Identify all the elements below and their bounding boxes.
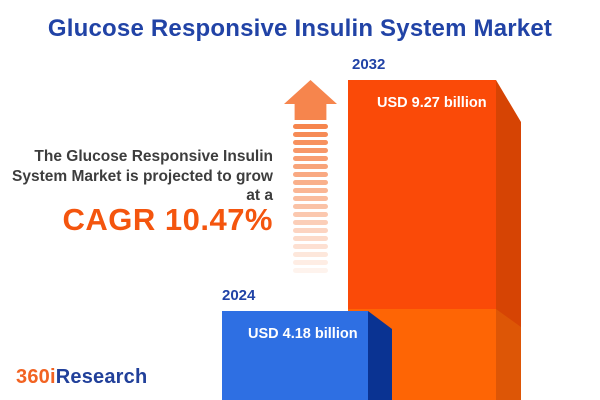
growth-arrow-icon bbox=[284, 80, 337, 276]
arrow-stripe bbox=[293, 260, 328, 265]
arrow-stripe bbox=[293, 212, 328, 217]
arrow-stripe bbox=[293, 244, 328, 249]
market-description: The Glucose Responsive Insulin System Ma… bbox=[0, 147, 273, 206]
arrow-stripe bbox=[293, 236, 328, 241]
arrow-stripe bbox=[293, 124, 328, 129]
arrow-stripe bbox=[293, 148, 328, 153]
description-line-1: The Glucose Responsive Insulin bbox=[34, 148, 273, 165]
cagr-value: CAGR 10.47% bbox=[62, 202, 273, 237]
arrow-stripe bbox=[293, 228, 328, 233]
bar-2024-year-label: 2024 bbox=[222, 287, 256, 304]
arrow-stripe bbox=[293, 132, 328, 137]
arrow-stripe bbox=[293, 188, 328, 193]
arrow-head-icon bbox=[284, 80, 337, 120]
bar-2024-front bbox=[222, 311, 368, 400]
logo-suffix: Research bbox=[55, 366, 148, 388]
bar-2032-side-face bbox=[496, 80, 521, 400]
description-line-2: System Market is projected to grow bbox=[12, 167, 273, 185]
bar-2032-year-label: 2032 bbox=[352, 56, 386, 73]
bar-2032-front-top bbox=[348, 80, 496, 309]
arrow-stripe bbox=[293, 220, 328, 225]
logo-prefix: 360i bbox=[16, 366, 56, 388]
brand-logo: 360iResearch bbox=[16, 366, 147, 389]
bar-2024-value-label: USD 4.18 billion bbox=[248, 326, 358, 342]
description-line-3: at a bbox=[246, 187, 273, 204]
bar-2032-value-label: USD 9.27 billion bbox=[377, 95, 487, 111]
arrow-stripe bbox=[293, 196, 328, 201]
arrow-stripe bbox=[293, 180, 328, 185]
arrow-stripe bbox=[293, 252, 328, 257]
page-title: Glucose Responsive Insulin System Market bbox=[47, 15, 553, 42]
arrow-stripe bbox=[293, 172, 328, 177]
arrow-stripe bbox=[293, 268, 328, 273]
arrow-stripe bbox=[293, 156, 328, 161]
arrow-stripe bbox=[293, 164, 328, 169]
arrow-stripe bbox=[293, 204, 328, 209]
arrow-stripe bbox=[293, 140, 328, 145]
bar-2032-side-face-bottom bbox=[496, 309, 521, 400]
arrow-stripes bbox=[293, 124, 328, 273]
